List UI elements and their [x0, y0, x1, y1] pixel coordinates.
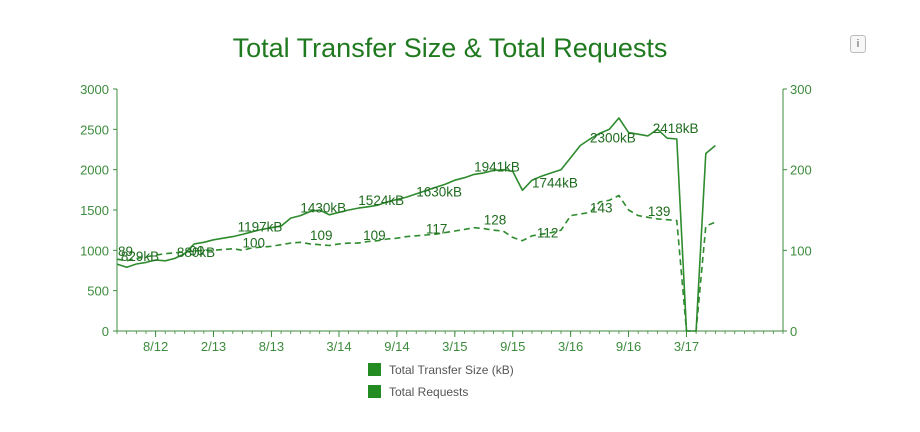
data-label: 139	[648, 204, 671, 219]
chart-title: Total Transfer Size & Total Requests	[233, 33, 668, 63]
data-label: 89	[118, 244, 133, 259]
data-label: 109	[363, 228, 386, 243]
x-tick-label: 9/16	[616, 339, 641, 354]
y-left-tick-label: 1000	[80, 243, 109, 258]
data-label: 1197kB	[238, 219, 283, 234]
x-tick-label: 8/13	[259, 339, 284, 354]
legend-label: Total Requests	[389, 385, 468, 399]
data-label: 1744kB	[532, 175, 578, 190]
data-label: 829kB	[121, 249, 159, 264]
y-left-tick-label: 0	[102, 324, 109, 339]
y-left-tick-label: 1500	[80, 203, 109, 218]
x-tick-label: 9/15	[500, 339, 525, 354]
x-tick-label: 3/15	[442, 339, 467, 354]
legend-swatch	[368, 385, 381, 398]
x-tick-label: 9/14	[384, 339, 409, 354]
y-left-tick-label: 2500	[80, 122, 109, 137]
data-label: 1941kB	[474, 159, 520, 174]
y-left-tick-label: 3000	[80, 82, 109, 97]
data-label: 1430kB	[300, 201, 346, 216]
data-label: 1630kB	[416, 185, 462, 200]
y-right-tick-label: 100	[790, 243, 812, 258]
x-tick-label: 3/17	[674, 339, 699, 354]
y-right-tick-label: 300	[790, 82, 812, 97]
info-button[interactable]: i	[850, 35, 866, 53]
data-label: 128	[484, 213, 507, 228]
legend-swatch	[368, 363, 381, 376]
y-right-tick-label: 200	[790, 163, 812, 178]
legend-label: Total Transfer Size (kB)	[389, 363, 514, 377]
data-label: 90	[189, 243, 204, 258]
x-tick-label: 2/13	[201, 339, 226, 354]
series-line-transfer-size	[116, 117, 716, 332]
data-label: 112	[537, 226, 559, 241]
data-label: 143	[590, 201, 613, 216]
data-label: 880kB	[177, 245, 215, 260]
series-line-requests	[116, 194, 716, 332]
data-label: 2300kB	[590, 130, 636, 145]
data-label: 1524kB	[358, 193, 404, 208]
data-label: 109	[310, 228, 333, 243]
x-tick-label: 3/14	[326, 339, 351, 354]
data-label: 117	[426, 222, 448, 237]
y-right-tick-label: 0	[790, 324, 797, 339]
data-label: 100	[242, 235, 265, 250]
data-label: 2418kB	[653, 121, 699, 136]
x-tick-label: 3/16	[558, 339, 583, 354]
x-tick-label: 8/12	[143, 339, 168, 354]
y-left-tick-label: 2000	[80, 163, 109, 178]
y-left-tick-label: 500	[87, 284, 109, 299]
